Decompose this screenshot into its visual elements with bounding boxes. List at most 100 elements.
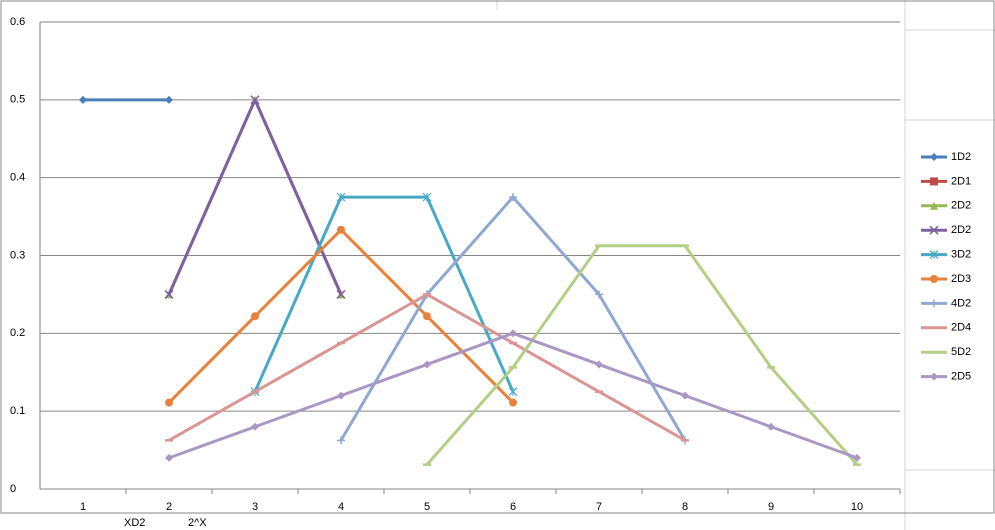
series-line	[167, 98, 343, 296]
marker-shape	[165, 453, 173, 462]
marker-shape	[165, 95, 173, 104]
marker-shape	[79, 95, 87, 104]
marker-shape	[251, 312, 259, 321]
marker	[79, 95, 87, 104]
marker-shape	[853, 453, 861, 462]
x-tick-label: 8	[682, 501, 688, 513]
series-line	[167, 98, 343, 296]
marker	[930, 372, 938, 381]
legend-label: 3D2	[951, 249, 971, 261]
marker	[164, 289, 174, 299]
marker-shape	[930, 177, 938, 186]
x-tick-label: 3	[252, 501, 258, 513]
marker-shape	[337, 436, 345, 445]
marker-shape	[930, 201, 938, 210]
marker	[767, 422, 775, 431]
marker	[929, 225, 939, 235]
marker	[337, 391, 345, 400]
marker	[165, 453, 173, 462]
marker	[251, 422, 259, 431]
marker-shape	[930, 299, 938, 308]
legend-label: 1D2	[951, 151, 971, 163]
marker	[509, 193, 517, 202]
marker	[509, 329, 517, 338]
y-tick-label: 0.1	[10, 405, 25, 417]
marker	[422, 192, 432, 202]
y-tick-label: 0.6	[10, 16, 25, 28]
marker-shape	[509, 398, 517, 407]
cell-text: 2^X	[188, 517, 207, 529]
legend-label: 2D1	[951, 175, 971, 187]
marker	[930, 299, 938, 308]
x-tick-label: 1	[80, 501, 86, 513]
cell-text: XD2	[124, 517, 145, 529]
marker	[165, 95, 173, 104]
marker-shape	[336, 192, 346, 202]
marker-shape	[595, 290, 603, 299]
marker	[336, 192, 346, 202]
marker	[595, 290, 603, 299]
marker	[423, 312, 431, 321]
marker	[337, 225, 345, 234]
marker	[423, 360, 431, 369]
marker-shape	[509, 329, 517, 338]
chart-border	[0, 0, 995, 514]
marker-shape	[681, 391, 689, 400]
y-tick-label: 0	[10, 483, 16, 495]
marker-shape	[250, 95, 260, 105]
marker	[930, 201, 938, 210]
marker-shape	[767, 422, 775, 431]
marker	[251, 312, 259, 321]
marker	[930, 275, 938, 283]
marker	[853, 453, 861, 462]
marker-shape	[508, 387, 518, 397]
marker	[165, 398, 173, 407]
series-line	[253, 195, 515, 393]
x-tick-label: 7	[596, 501, 602, 513]
y-tick-label: 0.2	[10, 327, 25, 339]
marker-shape	[336, 289, 346, 299]
y-tick-label: 0.5	[10, 94, 25, 106]
marker-shape	[595, 360, 603, 369]
marker-shape	[164, 289, 174, 299]
y-tick-label: 0.3	[10, 249, 25, 261]
marker-shape	[930, 153, 938, 161]
legend-label: 2D2	[951, 200, 971, 212]
legend-label: 2D5	[951, 371, 971, 383]
marker	[930, 153, 938, 161]
x-tick-label: 6	[510, 501, 516, 513]
y-tick-label: 0.4	[10, 172, 25, 184]
legend-label: 4D2	[951, 297, 971, 309]
marker	[930, 177, 938, 186]
legend-label: 2D3	[951, 273, 971, 285]
marker-shape	[930, 275, 938, 283]
x-tick-label: 2	[166, 501, 172, 513]
legend-label: 2D2	[951, 224, 971, 236]
marker-shape	[509, 193, 517, 202]
x-tick-label: 9	[768, 501, 774, 513]
legend-label: 2D4	[951, 322, 971, 334]
marker-shape	[930, 372, 938, 381]
marker	[337, 436, 345, 445]
x-tick-label: 10	[851, 501, 863, 513]
marker	[595, 360, 603, 369]
marker-shape	[165, 398, 173, 407]
marker	[508, 387, 518, 397]
marker-shape	[337, 391, 345, 400]
x-tick-label: 5	[424, 501, 430, 513]
marker	[681, 391, 689, 400]
marker	[336, 289, 346, 299]
marker	[250, 95, 260, 105]
x-tick-label: 4	[338, 501, 344, 513]
marker-shape	[337, 225, 345, 234]
marker	[929, 250, 939, 260]
series-line	[425, 244, 859, 466]
marker-shape	[251, 422, 259, 431]
marker-shape	[422, 192, 432, 202]
marker-shape	[929, 250, 939, 260]
marker-shape	[423, 360, 431, 369]
marker-shape	[929, 225, 939, 235]
legend-label: 5D2	[951, 346, 971, 358]
